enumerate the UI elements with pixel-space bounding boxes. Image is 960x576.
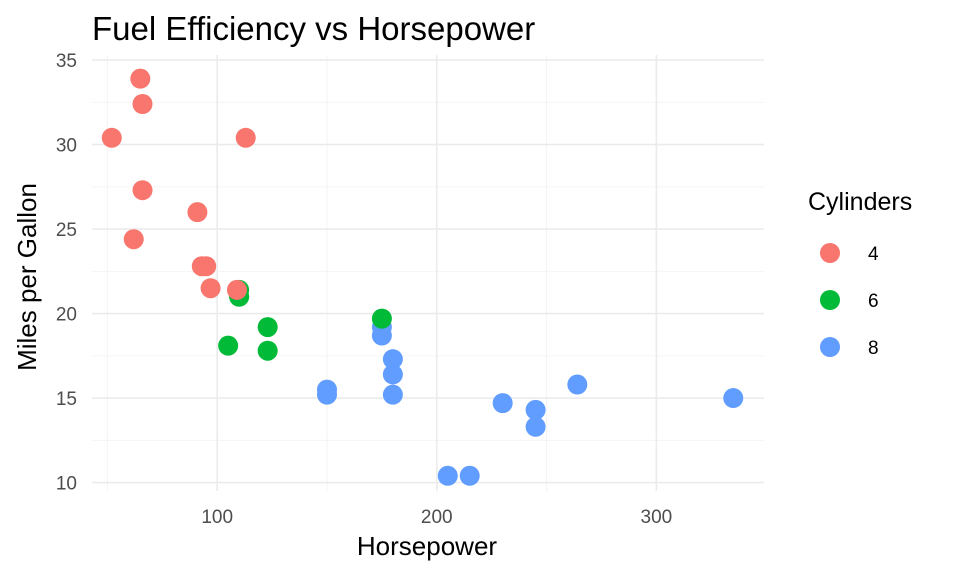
x-axis-title: Horsepower bbox=[357, 531, 498, 561]
x-axis-ticks: 100 200 300 bbox=[201, 507, 672, 528]
data-point-cyl-6 bbox=[257, 317, 278, 338]
data-point-cyl-4 bbox=[123, 229, 144, 250]
data-point-cyl-6 bbox=[218, 335, 239, 356]
y-tick-label: 20 bbox=[56, 305, 77, 326]
data-point-cyl-8 bbox=[525, 399, 546, 420]
legend-title: Cylinders bbox=[808, 188, 912, 216]
legend: Cylinders 4 6 8 bbox=[808, 188, 912, 359]
legend-key-4 bbox=[820, 243, 840, 263]
data-point-cyl-4 bbox=[101, 127, 122, 148]
minor-gridlines bbox=[92, 55, 764, 491]
chart-title: Fuel Efficiency vs Horsepower bbox=[92, 10, 535, 47]
legend-label-4: 4 bbox=[868, 244, 879, 265]
legend-items: 4 6 8 bbox=[820, 243, 879, 359]
legend-label-6: 6 bbox=[868, 291, 879, 312]
legend-key-6 bbox=[820, 290, 840, 310]
y-tick-label: 25 bbox=[56, 220, 77, 241]
data-point-cyl-8 bbox=[459, 465, 480, 486]
data-point-cyl-8 bbox=[723, 388, 744, 409]
y-axis-title: Miles per Gallon bbox=[12, 183, 42, 371]
data-point-cyl-8 bbox=[382, 349, 403, 370]
data-point-cyl-8 bbox=[382, 364, 403, 385]
data-point-cyl-4 bbox=[200, 278, 221, 299]
x-tick-label: 100 bbox=[201, 507, 233, 528]
x-tick-label: 300 bbox=[641, 507, 673, 528]
y-axis-ticks: 10 15 20 25 30 35 bbox=[56, 51, 77, 494]
data-point-cyl-4 bbox=[132, 94, 153, 115]
data-points bbox=[101, 68, 744, 486]
y-tick-label: 10 bbox=[56, 474, 77, 495]
x-tick-label: 200 bbox=[421, 507, 453, 528]
y-tick-label: 35 bbox=[56, 51, 77, 72]
data-point-cyl-8 bbox=[567, 374, 588, 395]
major-gridlines bbox=[92, 55, 764, 491]
legend-key-8 bbox=[820, 337, 840, 357]
data-point-cyl-8 bbox=[492, 393, 513, 414]
data-point-cyl-8 bbox=[525, 416, 546, 437]
data-point-cyl-4 bbox=[130, 68, 151, 89]
data-point-cyl-8 bbox=[316, 384, 337, 405]
y-tick-label: 30 bbox=[56, 136, 77, 157]
data-point-cyl-6 bbox=[371, 308, 392, 329]
data-point-cyl-4 bbox=[187, 202, 208, 223]
data-point-cyl-4 bbox=[132, 180, 153, 201]
data-point-cyl-4 bbox=[196, 256, 217, 277]
data-point-cyl-8 bbox=[437, 465, 458, 486]
y-tick-label: 15 bbox=[56, 389, 77, 410]
data-point-cyl-8 bbox=[382, 384, 403, 405]
data-point-cyl-6 bbox=[257, 340, 278, 361]
legend-label-8: 8 bbox=[868, 338, 879, 359]
data-point-cyl-4 bbox=[235, 127, 256, 148]
data-point-cyl-4 bbox=[226, 279, 247, 300]
